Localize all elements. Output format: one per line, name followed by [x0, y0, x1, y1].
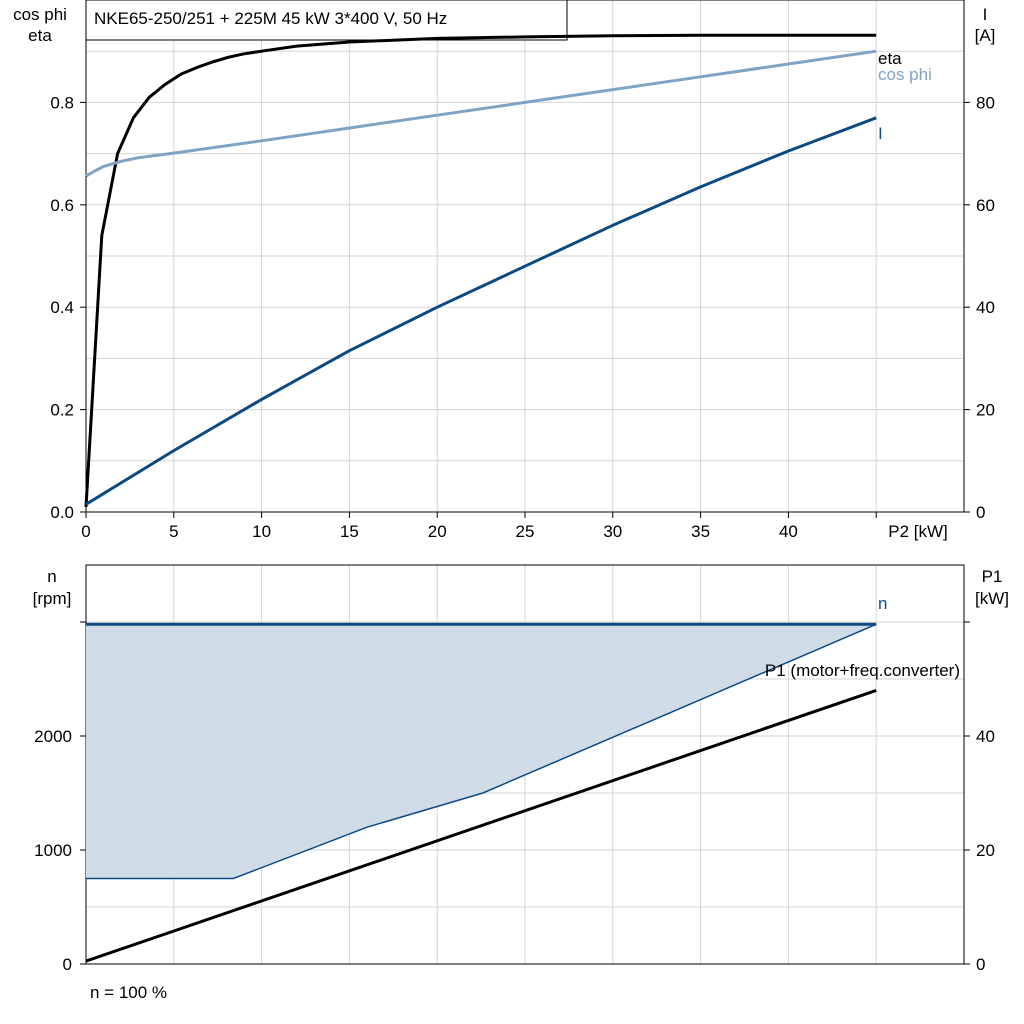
eta-label: eta: [878, 49, 902, 68]
x-tick-label: 35: [691, 522, 710, 541]
current-curve: [85, 116, 877, 506]
bottom-left-tick-label: 1000: [34, 841, 72, 860]
x-tick-label: 30: [603, 522, 622, 541]
top-left-tick-label: 0.2: [50, 401, 74, 420]
bottom-left-tick-label: 2000: [34, 727, 72, 746]
operating-area-boundary: [86, 623, 877, 880]
top-right-axis-label-2: [A]: [975, 26, 996, 45]
bottom-left-tick-label: 0: [63, 955, 72, 974]
top-right-axis-label-1: I: [983, 5, 988, 24]
x-tick-label: 0: [81, 522, 90, 541]
chart-title: NKE65-250/251 + 225M 45 kW 3*400 V, 50 H…: [94, 9, 447, 28]
bottom-left-axis-label-1: n: [47, 567, 56, 586]
top-right-tick-label: 0: [976, 503, 985, 522]
bottom-left-axis-label-2: [rpm]: [33, 589, 72, 608]
bottom-right-axis-label-1: P1: [982, 567, 1003, 586]
x-tick-label: 15: [340, 522, 359, 541]
eta-curve: [84, 33, 877, 507]
x-tick-label: 5: [169, 522, 178, 541]
top-chart-grid: [86, 0, 964, 512]
speed-label: n: [878, 594, 887, 613]
p1-line: [85, 688, 877, 963]
footnote: n = 100 %: [90, 983, 167, 1002]
top-left-axis-label-2: eta: [28, 26, 52, 45]
p1-label: P1 (motor+freq.converter): [765, 661, 960, 680]
top-left-axis-label-1: cos phi: [13, 5, 67, 24]
bottom-right-tick-label: 0: [976, 955, 985, 974]
x-axis-label: P2 [kW]: [888, 522, 948, 541]
bottom-right-axis-label-2: [kW]: [975, 589, 1009, 608]
bottom-right-tick-label: 40: [976, 727, 995, 746]
top-right-tick-label: 80: [976, 93, 995, 112]
cos-phi-label: cos phi: [878, 65, 932, 84]
x-tick-label: 40: [779, 522, 798, 541]
current-label: I: [878, 124, 883, 143]
bottom-right-tick-label: 20: [976, 841, 995, 860]
x-tick-label: 20: [428, 522, 447, 541]
title-box: [85, 0, 568, 41]
top-right-tick-label: 60: [976, 196, 995, 215]
operating-area: [86, 624, 877, 879]
top-right-tick-label: 40: [976, 298, 995, 317]
x-tick-label: 25: [516, 522, 535, 541]
top-right-tick-label: 20: [976, 401, 995, 420]
x-tick-label: 10: [252, 522, 271, 541]
axis-ticks: 0.0 0.2 0.4 0.6 0.8 0 20 40 60 80 0 5 10 15 20 25 30 35 40…: [34, 93, 995, 974]
top-left-tick-label: 0.4: [50, 298, 74, 317]
series-layer: [84, 33, 877, 963]
cos-phi-curve: [85, 49, 877, 178]
top-left-tick-label: 0.6: [50, 196, 74, 215]
top-left-tick-label: 0.0: [50, 503, 74, 522]
top-left-tick-label: 0.8: [50, 93, 74, 112]
